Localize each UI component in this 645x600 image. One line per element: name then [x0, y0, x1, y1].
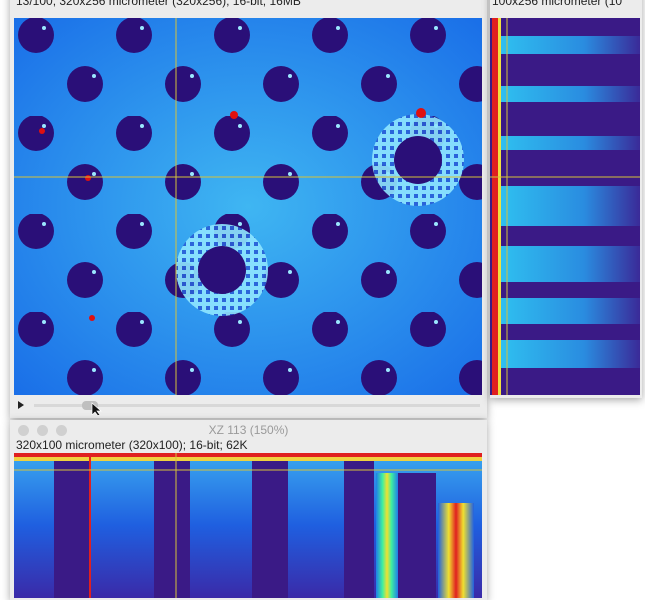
zoom-button[interactable] — [56, 425, 67, 436]
window-title: XZ 113 (150%) — [208, 423, 289, 437]
yz-image — [490, 18, 640, 395]
yz-window: 100x256 micrometer (10 — [490, 0, 642, 398]
image-info: 13/100; 320x256 micrometer (320x256); 16… — [16, 0, 301, 8]
minimize-button[interactable] — [37, 425, 48, 436]
image-info: 100x256 micrometer (10 — [492, 0, 623, 8]
xy-image — [14, 18, 482, 395]
xz-image — [14, 453, 482, 598]
close-button[interactable] — [18, 425, 29, 436]
play-button[interactable] — [18, 401, 24, 409]
xy-window: 13/100; 320x256 micrometer (320x256); 16… — [10, 0, 487, 418]
playback-bar — [18, 401, 480, 415]
image-info: 320x100 micrometer (320x100); 16-bit; 62… — [16, 438, 248, 452]
xz-window: XZ 113 (150%) 320x100 micrometer (320x10… — [10, 420, 487, 600]
